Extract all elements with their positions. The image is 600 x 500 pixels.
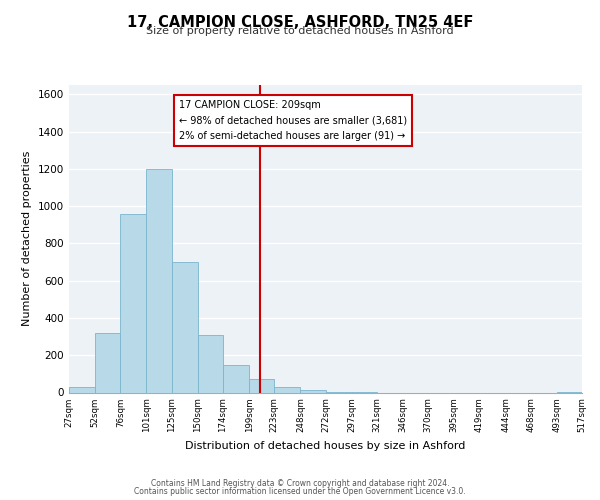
Bar [274, 387, 301, 392]
Text: Contains HM Land Registry data © Crown copyright and database right 2024.: Contains HM Land Registry data © Crown c… [151, 478, 449, 488]
Bar [172, 262, 198, 392]
Text: 17 CAMPION CLOSE: 209sqm
← 98% of detached houses are smaller (3,681)
2% of semi: 17 CAMPION CLOSE: 209sqm ← 98% of detach… [179, 100, 407, 141]
Text: Size of property relative to detached houses in Ashford: Size of property relative to detached ho… [146, 26, 454, 36]
Bar [120, 214, 146, 392]
Bar [95, 333, 120, 392]
Y-axis label: Number of detached properties: Number of detached properties [22, 151, 32, 326]
Bar [198, 334, 223, 392]
Bar [146, 169, 172, 392]
Text: 17, CAMPION CLOSE, ASHFORD, TN25 4EF: 17, CAMPION CLOSE, ASHFORD, TN25 4EF [127, 15, 473, 30]
Bar [301, 390, 325, 392]
Text: Contains public sector information licensed under the Open Government Licence v3: Contains public sector information licen… [134, 487, 466, 496]
Bar [69, 387, 95, 392]
X-axis label: Distribution of detached houses by size in Ashford: Distribution of detached houses by size … [185, 440, 466, 450]
Bar [223, 364, 249, 392]
Bar [249, 378, 274, 392]
